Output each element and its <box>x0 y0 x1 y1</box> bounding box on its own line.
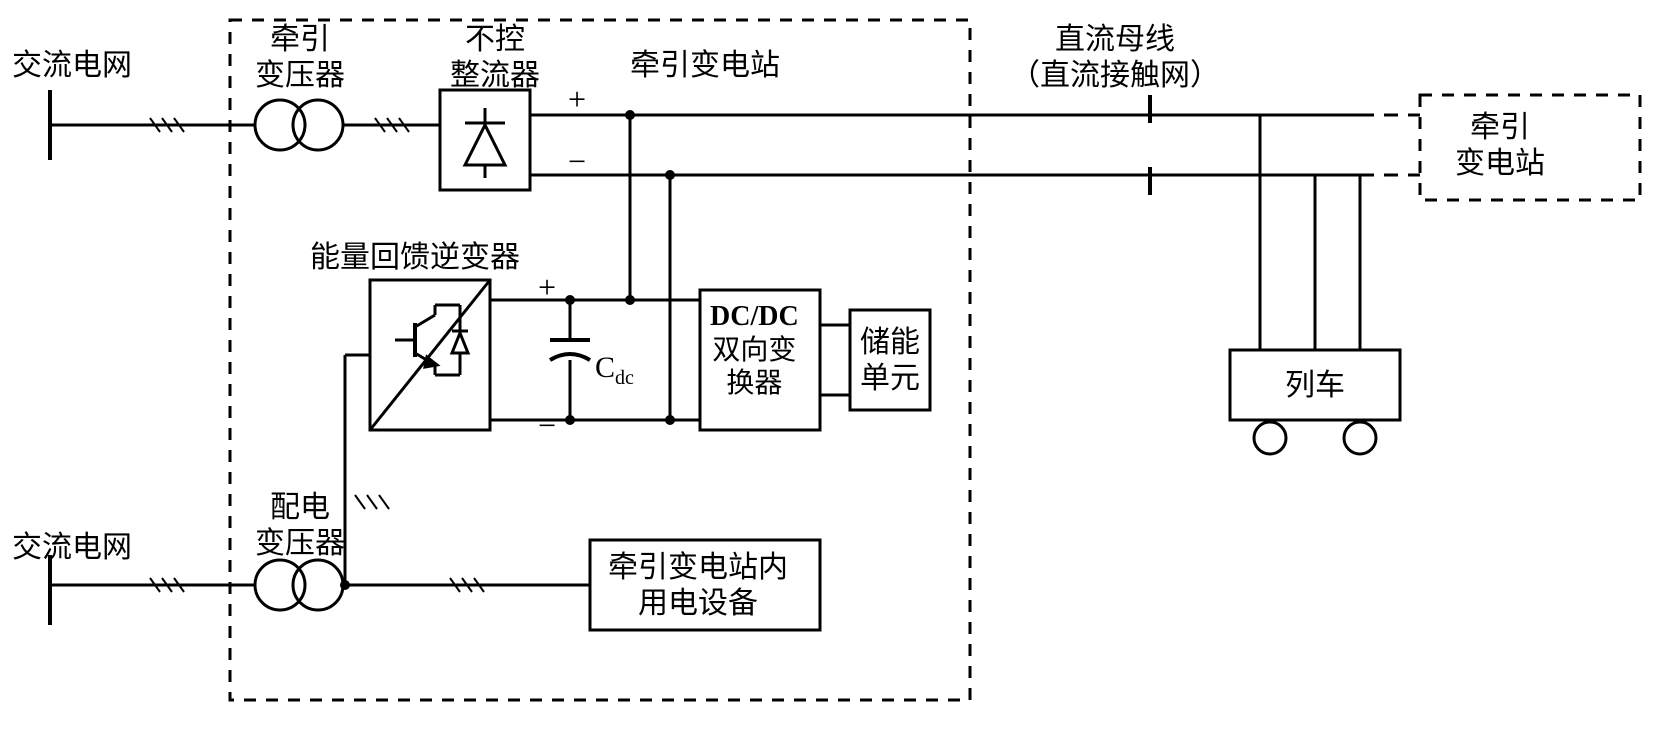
ac-grid-top-label: 交流电网 <box>12 48 132 84</box>
distribution-transformer-label: 配电 变压器 <box>255 490 345 562</box>
storage-unit-label: 储能 单元 <box>860 325 920 397</box>
station-equipment-label: 牵引变电站内 用电设备 <box>608 550 788 622</box>
dcdc-converter-label: DC/DC双向变换器 <box>710 300 799 401</box>
traction-transformer-label: 牵引 变压器 <box>255 22 345 94</box>
plus1-label: + <box>568 80 586 118</box>
ac-grid-bottom-label: 交流电网 <box>12 530 132 566</box>
feedback-inverter-label: 能量回馈逆变器 <box>310 240 520 276</box>
plus2-label: + <box>538 268 556 306</box>
train-label: 列车 <box>1285 368 1345 404</box>
dc-bus-label: 直流母线 （直流接触网） <box>1010 22 1220 94</box>
minus1-label: − <box>568 142 586 180</box>
traction-substation-right-label: 牵引 变电站 <box>1455 110 1545 182</box>
traction-substation-label: 牵引变电站 <box>630 48 780 84</box>
cdc-label: Cdc <box>595 350 634 390</box>
minus2-label: − <box>538 406 556 444</box>
uncontrolled-rectifier-label: 不控 整流器 <box>450 22 540 94</box>
